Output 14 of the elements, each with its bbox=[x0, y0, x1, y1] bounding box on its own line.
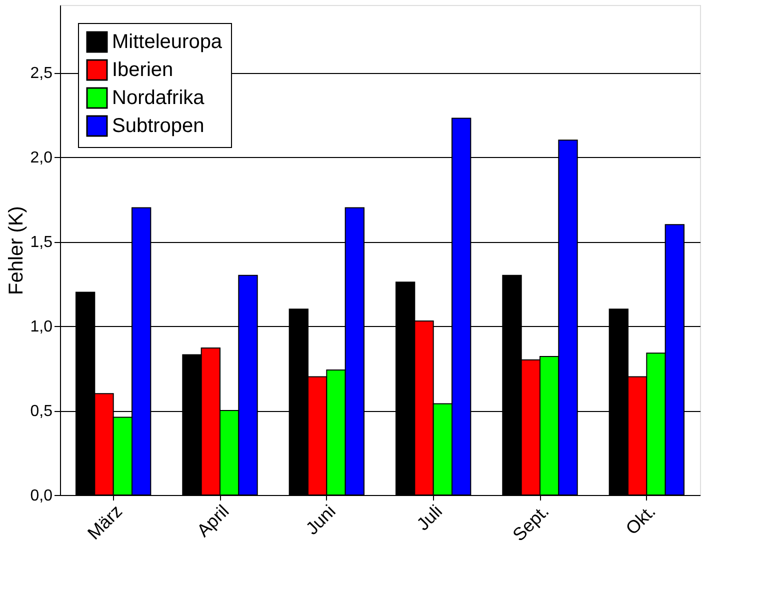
y-tick-label: 1,5 bbox=[30, 234, 53, 252]
y-tick-label: 0,0 bbox=[30, 488, 53, 504]
y-tick-label: 1,0 bbox=[30, 318, 53, 336]
x-tick-label: Okt. bbox=[622, 501, 660, 539]
legend-label: Subtropen bbox=[112, 115, 204, 137]
legend-label: Nordafrika bbox=[112, 87, 206, 109]
y-axis-title: Fehler (K) bbox=[5, 206, 28, 295]
legend-label: Iberien bbox=[112, 59, 174, 81]
y-tick-label: 2,0 bbox=[30, 150, 53, 167]
legend-label: Mitteleuropa bbox=[112, 31, 223, 53]
x-tick-label: Juli bbox=[412, 501, 446, 534]
y-tick-label: 0,5 bbox=[30, 403, 53, 420]
x-tick-label: Juni bbox=[302, 501, 340, 539]
y-tick-label: 2,5 bbox=[30, 65, 53, 82]
